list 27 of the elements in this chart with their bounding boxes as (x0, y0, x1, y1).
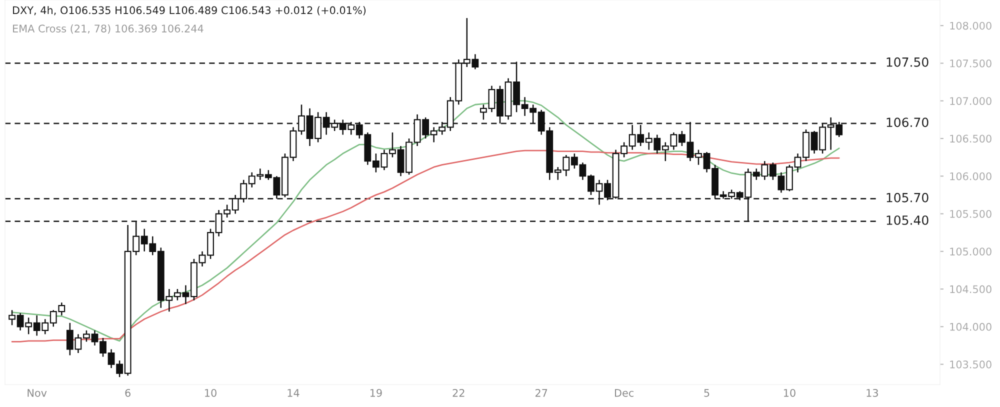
x-tick-label: 10 (784, 388, 796, 397)
x-tick-label: Nov (28, 389, 47, 397)
y-tick-label: 108.000 (950, 22, 992, 30)
ref-line-label: 105.70 (886, 192, 928, 202)
x-tick-label: 10 (205, 388, 216, 397)
y-tick-label: 105.000 (950, 248, 992, 256)
x-tick-label: 5 (704, 389, 710, 397)
x-tick-label: 14 (288, 389, 300, 397)
x-tick-label: 6 (125, 388, 130, 397)
x-tick-label: 19 (370, 388, 382, 397)
y-tick-label: 106.000 (950, 172, 992, 180)
y-tick-label: 105.500 (950, 210, 992, 218)
ref-line-label: 107.50 (886, 57, 928, 67)
annotation: EMA Cross (21, 78) 106.369 106.244 (13, 24, 204, 34)
y-tick-label: 106.500 (950, 134, 992, 143)
annotation: DXY, 4h, O106.535 H106.549 L106.489 C106.543 +0.012 (+0.01%) (13, 6, 366, 16)
x-tick-label: 13 (866, 388, 878, 397)
x-tick-label: 22 (452, 388, 464, 397)
y-tick-label: 107.500 (950, 59, 992, 68)
y-tick-label: 104.000 (950, 322, 992, 331)
ref-line-label: 105.40 (886, 215, 928, 225)
x-tick-label: Dec (615, 389, 634, 397)
x-tick-label: 27 (535, 388, 548, 397)
y-tick-label: 103.500 (950, 360, 992, 368)
y-tick-label: 107.000 (950, 97, 992, 105)
y-tick-label: 104.500 (950, 285, 992, 294)
ref-line-label: 106.70 (886, 118, 928, 128)
